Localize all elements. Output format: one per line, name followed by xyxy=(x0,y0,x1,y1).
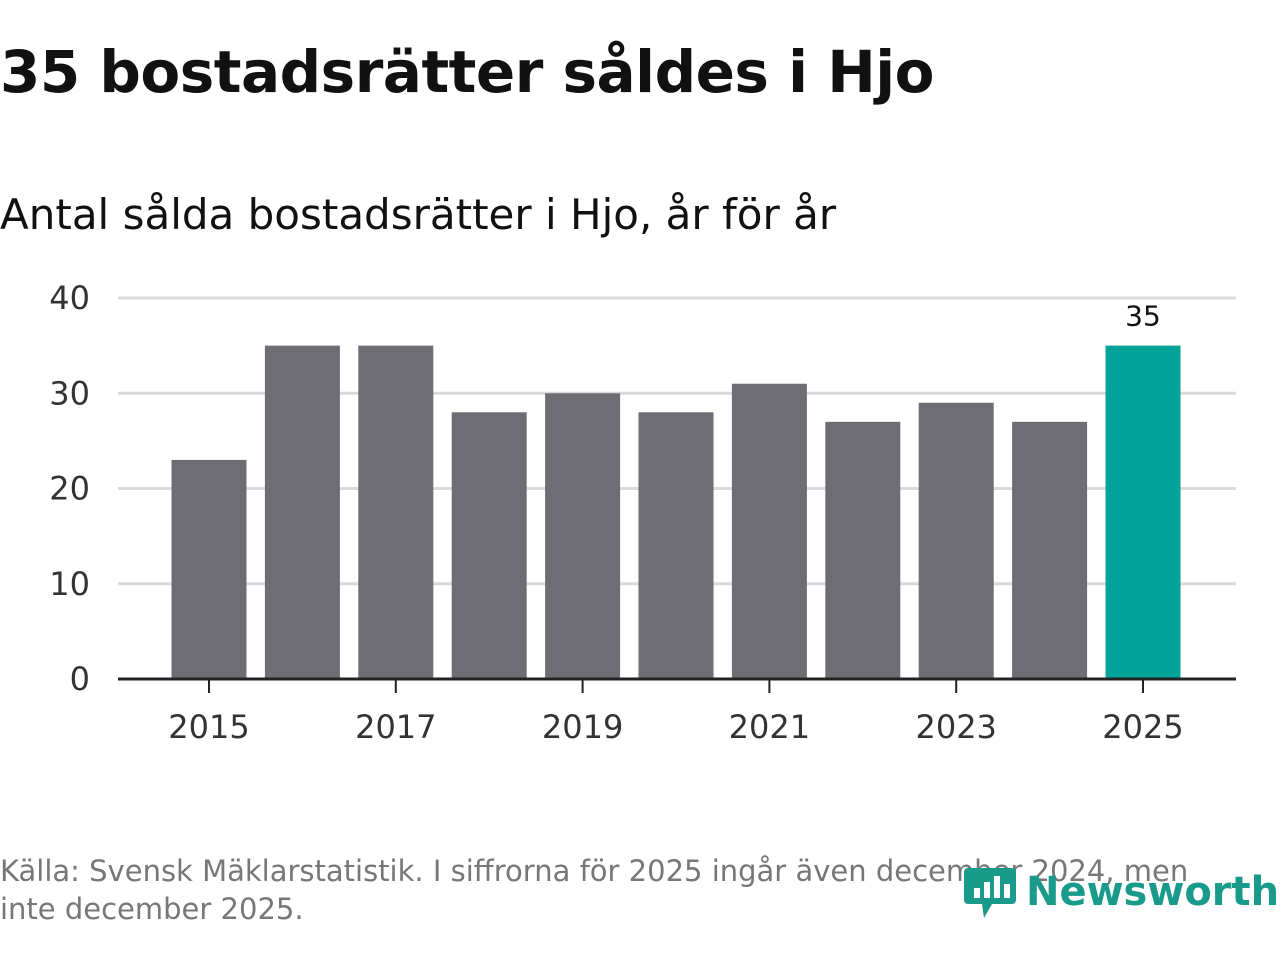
logo-text: Newsworthy xyxy=(1026,869,1280,915)
bar-2015 xyxy=(171,459,247,679)
x-tick-label: 2017 xyxy=(355,708,436,746)
bar-2023 xyxy=(918,402,994,679)
x-tick-label: 2021 xyxy=(729,708,810,746)
newsworthy-logo-icon xyxy=(964,868,1016,918)
x-tick-label: 2015 xyxy=(168,708,249,746)
bar-2024 xyxy=(1012,421,1088,679)
chart-subtitle: Antal sålda bostadsrätter i Hjo, år för … xyxy=(0,190,837,239)
y-tick-label: 0 xyxy=(70,660,90,698)
bar-2022 xyxy=(825,421,901,679)
newsworthy-logo: Newsworthy xyxy=(962,860,1280,924)
bar-chart: 0 10 20 30 40 35 2015 2017 2019 2021 2023 2025 xyxy=(49,279,1236,746)
data-label: 35 xyxy=(1125,300,1161,333)
bar-2025 xyxy=(1105,345,1181,679)
x-tick-label: 2023 xyxy=(915,708,996,746)
bar-2021 xyxy=(731,383,807,679)
y-tick-label: 20 xyxy=(49,470,90,508)
x-tick-label: 2019 xyxy=(542,708,623,746)
x-tick-label: 2025 xyxy=(1102,708,1183,746)
bar-2016 xyxy=(264,345,340,679)
bar-2019 xyxy=(545,393,621,679)
y-tick-label: 40 xyxy=(49,279,90,317)
y-tick-label: 10 xyxy=(49,565,90,603)
bar-2017 xyxy=(358,345,434,679)
chart-title: 35 bostadsrätter såldes i Hjo xyxy=(0,38,934,106)
bar-2020 xyxy=(638,412,714,679)
y-tick-label: 30 xyxy=(49,374,90,412)
bar-2018 xyxy=(451,412,527,679)
